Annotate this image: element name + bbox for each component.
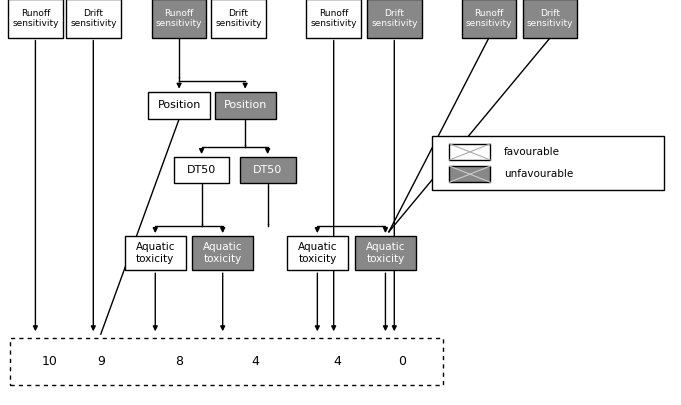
Text: Position: Position bbox=[157, 100, 201, 110]
Text: DT50: DT50 bbox=[253, 165, 282, 175]
FancyBboxPatch shape bbox=[174, 157, 229, 183]
FancyBboxPatch shape bbox=[215, 92, 276, 119]
Text: Aquatic
toxicity: Aquatic toxicity bbox=[136, 242, 175, 264]
Text: unfavourable: unfavourable bbox=[504, 169, 573, 179]
Text: Drift
sensitivity: Drift sensitivity bbox=[527, 9, 573, 28]
Text: 4: 4 bbox=[334, 355, 342, 368]
Text: Drift
sensitivity: Drift sensitivity bbox=[70, 9, 116, 28]
Text: Runoff
sensitivity: Runoff sensitivity bbox=[156, 9, 202, 28]
FancyBboxPatch shape bbox=[10, 338, 443, 385]
Text: Drift
sensitivity: Drift sensitivity bbox=[215, 9, 262, 28]
Text: DT50: DT50 bbox=[187, 165, 216, 175]
Text: Position: Position bbox=[223, 100, 267, 110]
Text: Aquatic
toxicity: Aquatic toxicity bbox=[366, 242, 405, 264]
FancyBboxPatch shape bbox=[8, 0, 63, 38]
FancyBboxPatch shape bbox=[66, 0, 121, 38]
Text: 8: 8 bbox=[175, 355, 183, 368]
FancyBboxPatch shape bbox=[152, 0, 206, 38]
Text: 0: 0 bbox=[398, 355, 406, 368]
FancyBboxPatch shape bbox=[125, 236, 186, 271]
FancyBboxPatch shape bbox=[192, 236, 253, 271]
Text: 4: 4 bbox=[251, 355, 259, 368]
FancyBboxPatch shape bbox=[355, 236, 416, 271]
Text: Runoff
sensitivity: Runoff sensitivity bbox=[311, 9, 357, 28]
Text: Aquatic
toxicity: Aquatic toxicity bbox=[203, 242, 242, 264]
FancyBboxPatch shape bbox=[240, 157, 296, 183]
Text: Aquatic
toxicity: Aquatic toxicity bbox=[298, 242, 337, 264]
Text: 9: 9 bbox=[97, 355, 105, 368]
FancyBboxPatch shape bbox=[367, 0, 422, 38]
Text: Runoff
sensitivity: Runoff sensitivity bbox=[466, 9, 512, 28]
Text: 10: 10 bbox=[42, 355, 58, 368]
FancyBboxPatch shape bbox=[211, 0, 266, 38]
FancyBboxPatch shape bbox=[148, 92, 210, 119]
FancyBboxPatch shape bbox=[449, 144, 490, 160]
FancyBboxPatch shape bbox=[449, 166, 490, 182]
Text: Runoff
sensitivity: Runoff sensitivity bbox=[12, 9, 59, 28]
Text: Drift
sensitivity: Drift sensitivity bbox=[371, 9, 417, 28]
Text: favourable: favourable bbox=[504, 147, 560, 157]
FancyBboxPatch shape bbox=[432, 136, 664, 190]
FancyBboxPatch shape bbox=[523, 0, 577, 38]
FancyBboxPatch shape bbox=[287, 236, 348, 271]
FancyBboxPatch shape bbox=[462, 0, 516, 38]
FancyBboxPatch shape bbox=[306, 0, 361, 38]
